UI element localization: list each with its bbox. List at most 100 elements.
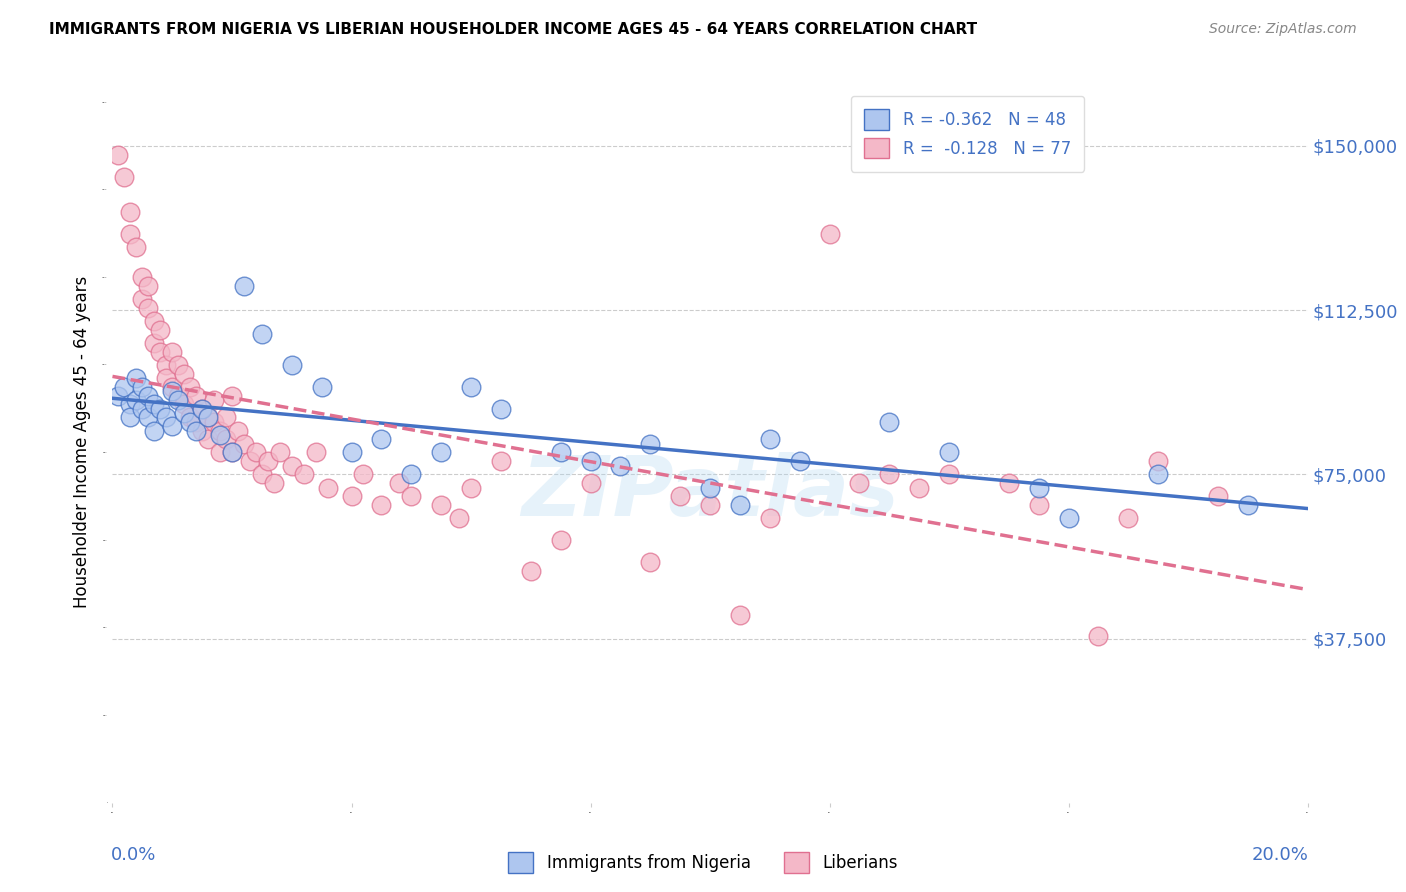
Legend: R = -0.362   N = 48, R =  -0.128   N = 77: R = -0.362 N = 48, R = -0.128 N = 77 [851,95,1084,171]
Point [353,467,375,482]
Point [143,397,166,411]
Point [226,424,249,438]
Point [143,336,166,351]
Point [162,380,183,394]
Point [162,384,183,399]
Point [197,410,219,425]
Point [167,388,190,402]
Point [138,301,160,315]
Point [162,419,183,434]
Point [173,367,195,381]
Point [131,292,153,306]
Point [167,392,190,407]
Point [1087,629,1109,643]
Point [149,401,172,416]
Point [221,388,243,402]
Point [149,344,172,359]
Point [131,380,153,394]
Point [550,445,572,459]
Point [818,227,841,241]
Point [281,458,304,473]
Text: ZIPatlas: ZIPatlas [522,451,898,533]
Point [311,380,333,394]
Point [1147,467,1170,482]
Point [197,410,219,425]
Point [233,436,256,450]
Point [209,428,232,442]
Point [202,415,225,429]
Point [340,445,363,459]
Point [1028,498,1050,512]
Point [489,401,512,416]
Point [179,380,201,394]
Point [114,380,135,394]
Point [186,415,208,429]
Point [1206,489,1229,503]
Point [120,410,142,425]
Point [1237,498,1260,512]
Point [579,454,602,468]
Point [759,511,782,525]
Point [250,327,273,342]
Text: Source: ZipAtlas.com: Source: ZipAtlas.com [1209,22,1357,37]
Point [460,380,482,394]
Point [138,279,160,293]
Point [239,454,262,468]
Point [209,445,232,459]
Point [221,445,243,459]
Point [173,406,195,420]
Point [640,436,662,450]
Point [370,433,392,447]
Text: 20.0%: 20.0% [1251,847,1309,864]
Point [138,410,160,425]
Point [449,511,471,525]
Point [120,397,142,411]
Text: 0.0%: 0.0% [111,847,156,864]
Point [125,392,148,407]
Point [215,410,238,425]
Point [520,564,543,578]
Point [120,227,142,241]
Point [401,467,423,482]
Point [107,147,129,161]
Point [191,401,214,416]
Point [143,424,166,438]
Point [430,498,453,512]
Point [879,415,901,429]
Point [250,467,273,482]
Point [669,489,692,503]
Point [292,467,315,482]
Point [197,433,219,447]
Point [401,489,423,503]
Point [125,371,148,385]
Point [114,169,135,184]
Point [107,388,129,402]
Point [1057,511,1080,525]
Point [202,392,225,407]
Point [640,555,662,569]
Point [191,401,214,416]
Point [233,279,256,293]
Point [120,204,142,219]
Point [489,454,512,468]
Point [186,424,208,438]
Point [1028,481,1050,495]
Point [728,498,751,512]
Point [728,607,751,622]
Point [316,481,339,495]
Point [221,445,243,459]
Point [579,476,602,491]
Point [149,323,172,337]
Point [370,498,392,512]
Point [848,476,870,491]
Point [143,314,166,328]
Point [609,458,631,473]
Y-axis label: Householder Income Ages 45 - 64 years: Householder Income Ages 45 - 64 years [73,276,91,607]
Point [879,467,901,482]
Point [162,344,183,359]
Point [186,388,208,402]
Point [305,445,328,459]
Point [340,489,363,503]
Point [245,445,267,459]
Point [155,410,177,425]
